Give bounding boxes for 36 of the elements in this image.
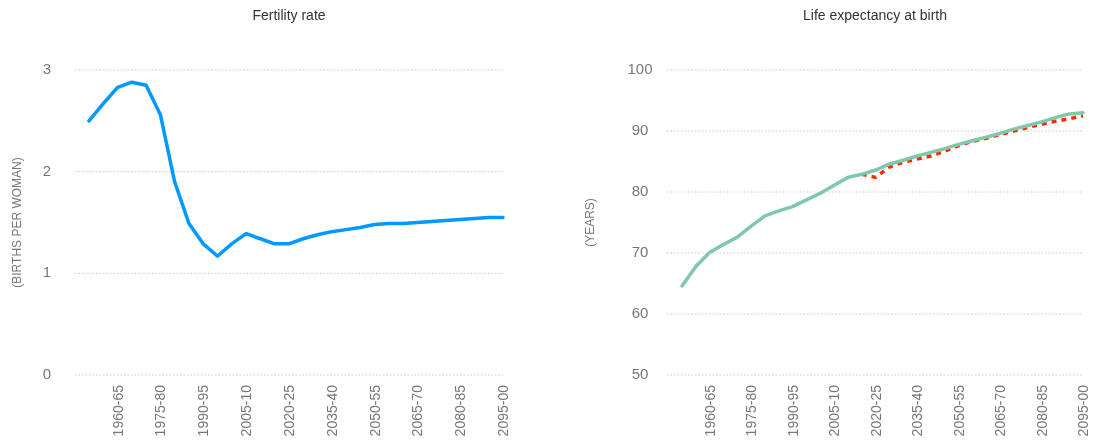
y-tick-label: 90: [631, 120, 649, 138]
x-tick-label: 2065-70: [409, 384, 426, 437]
line-series: [87, 80, 505, 258]
x-tick-label: 2095-00: [1075, 384, 1091, 437]
x-tick-label: 2050-55: [366, 384, 383, 437]
y-tick-label: 100: [627, 59, 653, 77]
x-tick-label: 2020-25: [867, 384, 884, 437]
x-tick-label: 2065-70: [992, 384, 1009, 437]
x-tick-label: 2080-85: [1033, 384, 1050, 437]
y-tick-label: 3: [42, 59, 52, 77]
y-tick-label: 1: [42, 263, 52, 281]
y-axis-title: (BIRTHS PER WOMAN): [10, 157, 25, 288]
y-tick-label: 80: [631, 181, 649, 199]
line-series: [680, 110, 1085, 288]
x-tick-label: 2035-40: [323, 384, 340, 437]
x-tick-label: 2035-40: [909, 384, 926, 437]
x-tick-label: 1975-80: [743, 384, 760, 437]
y-tick-label: 0: [42, 364, 52, 382]
y-tick-label: 70: [631, 242, 649, 260]
x-tick-label: 2005-10: [826, 384, 843, 437]
chart-title: Life expectancy at birth: [803, 7, 947, 23]
x-tick-label: 1960-65: [701, 384, 718, 437]
chart-title: Fertility rate: [252, 7, 326, 23]
x-tick-label: 2005-10: [238, 384, 255, 437]
y-tick-label: 50: [631, 364, 649, 382]
x-tick-label: 2050-55: [950, 384, 967, 437]
x-tick-label: 2020-25: [280, 384, 297, 437]
x-tick-label: 1960-65: [109, 384, 126, 437]
x-tick-label: 1990-95: [195, 384, 212, 437]
x-tick-label: 2080-85: [452, 384, 469, 437]
x-tick-label: 2095-00: [495, 384, 511, 437]
x-tick-label: 1975-80: [152, 384, 169, 437]
x-tick-label: 1990-95: [784, 384, 801, 437]
y-tick-label: 2: [42, 161, 52, 179]
y-tick-label: 60: [631, 303, 649, 321]
y-axis-title: (YEARS): [583, 198, 598, 247]
